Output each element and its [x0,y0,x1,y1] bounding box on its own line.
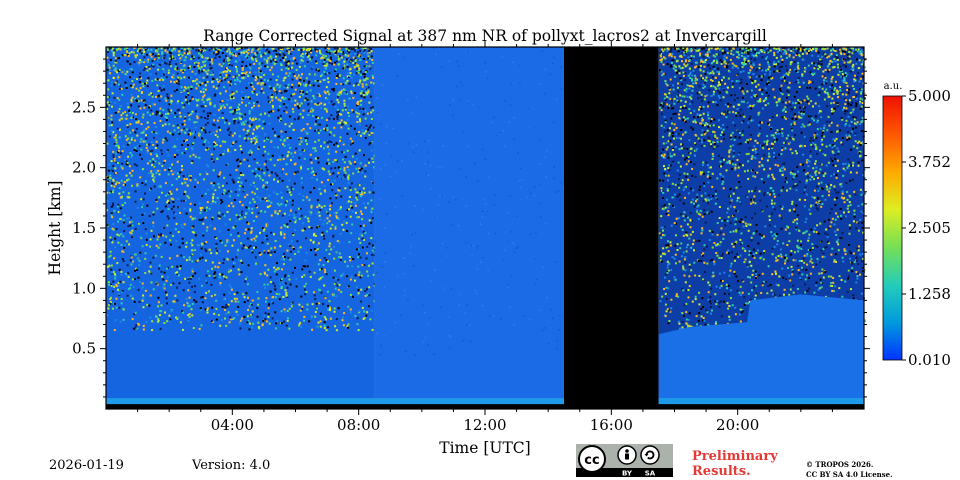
y-tick-label: 1.0 [72,279,96,297]
y-tick-label: 1.5 [72,219,96,237]
segment-noisy-morning [106,47,375,409]
x-tick-label: 08:00 [337,416,380,434]
cc-by-sa-badge: cc BY SA [576,444,673,477]
axes: 04:00 08:00 12:00 16:00 20:00 0.5 1.0 1.5 2.0 2.5 [72,41,870,434]
y-axis-label: Height [km] [46,181,64,276]
boundary-layer [658,294,864,409]
segment-no-data [563,47,659,409]
surface-layer-noisy-evening [658,398,864,405]
cc-logo-text: cc [584,453,599,468]
x-axis-label: Time [UTC] [439,439,530,457]
noise-noisy-morning [106,47,376,332]
by-attribution-icon [617,445,637,465]
x-tick-label: 20:00 [716,416,759,434]
colorbar-tick-label: 1.258 [908,285,951,303]
x-tick-label: 16:00 [590,416,633,434]
copyright-line1: © TROPOS 2026. [806,460,874,469]
cc-by-label: BY [622,470,633,478]
noise-clean-day [374,47,564,356]
preliminary-line2: Results. [692,464,751,479]
footer-date: 2026-01-19 [49,458,124,473]
preliminary-line1: Preliminary [692,449,778,464]
y-tick-label: 2.5 [72,98,96,116]
cc-sa-label: SA [645,470,656,478]
sa-share-alike-icon [640,445,660,465]
ground-band [106,404,864,409]
colorbar: a.u. 5.000 3.752 2.505 1.258 0.010 [882,81,951,369]
colorbar-tick-label: 5.000 [908,87,951,105]
surface-layer-noisy-morning [106,398,375,405]
copyright-notice: © TROPOS 2026. CC BY SA 4.0 License. [806,460,893,480]
x-tick-label: 12:00 [463,416,506,434]
colorbar-tick-label: 2.505 [908,219,951,237]
preliminary-results-label: Preliminary Results. [692,449,778,479]
segment-clean-day [374,47,564,409]
plot-area [106,47,866,409]
colorbar-tick-label: 0.010 [908,351,951,369]
copyright-line2: CC BY SA 4.0 License. [806,470,893,479]
footer-version: Version: 4.0 [192,458,271,473]
colorbar-gradient [882,95,903,361]
surface-layer-clean-day [374,398,564,405]
y-tick-label: 2.0 [72,159,96,177]
colorbar-unit: a.u. [884,81,903,92]
chart-title: Range Corrected Signal at 387 nm NR of p… [203,27,767,45]
colorbar-tick-label: 3.752 [908,153,951,171]
x-tick-label: 04:00 [211,416,254,434]
y-tick-label: 0.5 [72,340,96,358]
